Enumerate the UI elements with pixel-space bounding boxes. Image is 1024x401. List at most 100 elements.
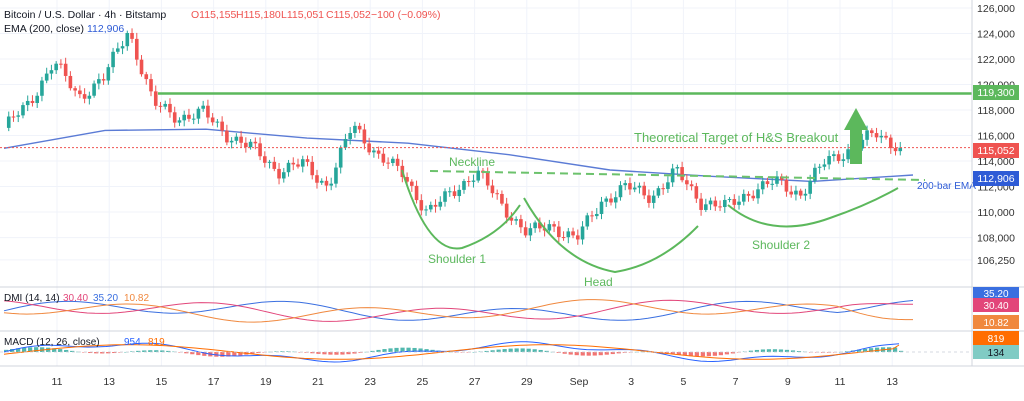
candle-body[interactable] <box>656 188 661 196</box>
candle-body[interactable] <box>30 100 35 104</box>
candle-body[interactable] <box>220 121 224 131</box>
candle-body[interactable] <box>163 103 168 107</box>
candle-body[interactable] <box>78 90 82 95</box>
candle-body[interactable] <box>784 179 789 192</box>
candle-body[interactable] <box>466 181 471 183</box>
candle-body[interactable] <box>191 118 196 120</box>
candle-body[interactable] <box>737 201 741 205</box>
candle-body[interactable] <box>727 199 732 201</box>
candle-body[interactable] <box>239 136 243 143</box>
candle-body[interactable] <box>666 182 670 189</box>
shoulder1-arc[interactable] <box>401 169 521 250</box>
candle-body[interactable] <box>25 100 30 106</box>
candle-body[interactable] <box>215 121 220 123</box>
candle-body[interactable] <box>267 161 272 163</box>
candle-body[interactable] <box>547 224 552 231</box>
candle-body[interactable] <box>428 204 433 210</box>
candle-body[interactable] <box>419 200 424 211</box>
candle-body[interactable] <box>557 226 561 238</box>
candle-body[interactable] <box>699 198 703 210</box>
candle-body[interactable] <box>836 154 841 161</box>
shoulder2-arc[interactable] <box>727 187 899 228</box>
candle-body[interactable] <box>575 235 580 240</box>
candle-body[interactable] <box>405 177 409 182</box>
candle-body[interactable] <box>870 130 874 134</box>
candle-body[interactable] <box>338 147 343 168</box>
candle-body[interactable] <box>139 59 144 75</box>
candle-body[interactable] <box>718 206 722 208</box>
candle-body[interactable] <box>144 74 149 80</box>
candle-body[interactable] <box>424 209 428 211</box>
candle-body[interactable] <box>775 176 779 184</box>
candle-body[interactable] <box>234 136 239 141</box>
candle-body[interactable] <box>789 191 793 195</box>
candle-body[interactable] <box>348 133 352 139</box>
candle-body[interactable] <box>585 215 590 227</box>
candle-body[interactable] <box>462 181 466 190</box>
candle-body[interactable] <box>263 156 267 163</box>
candle-body[interactable] <box>609 198 613 203</box>
candle-body[interactable] <box>258 143 262 157</box>
candle-body[interactable] <box>206 105 210 118</box>
candles-layer[interactable] <box>6 28 903 245</box>
candle-body[interactable] <box>300 159 305 167</box>
candle-body[interactable] <box>172 112 177 123</box>
candle-body[interactable] <box>613 197 618 203</box>
candle-body[interactable] <box>756 189 760 199</box>
candle-body[interactable] <box>523 227 528 236</box>
candle-body[interactable] <box>153 91 158 106</box>
candle-body[interactable] <box>315 175 319 183</box>
candle-body[interactable] <box>713 200 718 207</box>
candle-body[interactable] <box>281 172 286 179</box>
candle-body[interactable] <box>874 133 879 138</box>
candle-body[interactable] <box>372 150 376 153</box>
candle-body[interactable] <box>362 129 367 144</box>
candle-body[interactable] <box>571 231 575 236</box>
ema-200-line[interactable] <box>3 128 914 183</box>
candle-body[interactable] <box>182 114 187 121</box>
candle-body[interactable] <box>376 150 381 154</box>
head-arc[interactable] <box>523 197 699 274</box>
candle-body[interactable] <box>87 95 92 99</box>
candle-body[interactable] <box>476 170 481 181</box>
candle-body[interactable] <box>670 168 675 183</box>
candle-body[interactable] <box>846 149 850 160</box>
candle-body[interactable] <box>760 181 765 190</box>
candle-body[interactable] <box>447 191 452 193</box>
candle-body[interactable] <box>116 48 120 52</box>
candle-body[interactable] <box>438 201 443 207</box>
candle-body[interactable] <box>746 193 751 196</box>
candle-body[interactable] <box>552 224 556 227</box>
candle-body[interactable] <box>40 80 44 96</box>
candle-body[interactable] <box>168 103 172 113</box>
candle-body[interactable] <box>391 158 395 164</box>
candle-body[interactable] <box>604 198 609 202</box>
candle-body[interactable] <box>732 199 737 205</box>
candle-body[interactable] <box>343 138 348 148</box>
candle-body[interactable] <box>101 79 106 81</box>
candle-body[interactable] <box>433 204 438 207</box>
candle-body[interactable] <box>708 200 713 205</box>
candle-body[interactable] <box>509 217 514 221</box>
candle-body[interactable] <box>149 79 153 92</box>
candle-body[interactable] <box>888 137 893 149</box>
candle-body[interactable] <box>225 130 229 143</box>
candle-body[interactable] <box>832 154 836 157</box>
candle-body[interactable] <box>310 161 315 176</box>
candle-body[interactable] <box>329 183 334 186</box>
candle-body[interactable] <box>296 164 300 167</box>
candle-body[interactable] <box>277 168 281 179</box>
candle-body[interactable] <box>410 181 414 186</box>
candle-body[interactable] <box>765 181 770 185</box>
candle-body[interactable] <box>566 231 571 238</box>
candle-body[interactable] <box>158 105 163 107</box>
candle-body[interactable] <box>253 141 258 144</box>
candle-body[interactable] <box>73 88 77 91</box>
candle-body[interactable] <box>817 166 822 168</box>
candle-body[interactable] <box>808 180 812 194</box>
candle-body[interactable] <box>177 120 182 123</box>
candle-body[interactable] <box>452 191 457 197</box>
candle-body[interactable] <box>798 190 803 196</box>
candle-body[interactable] <box>97 79 101 84</box>
candle-body[interactable] <box>594 213 599 217</box>
